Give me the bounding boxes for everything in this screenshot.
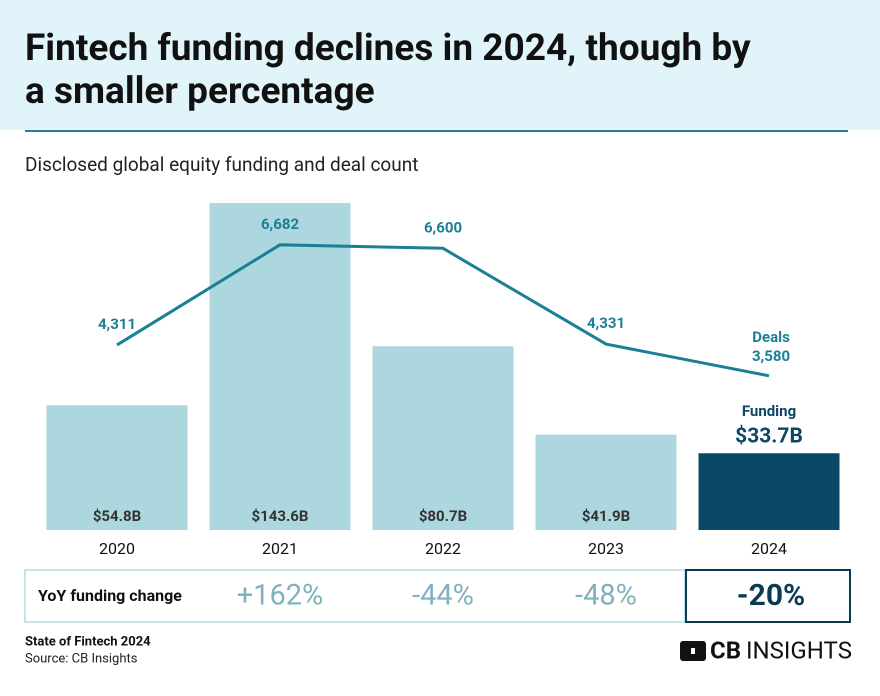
logo-icon-cut <box>691 648 695 654</box>
line-value-label: 6,682 <box>261 215 300 233</box>
bar <box>46 405 188 530</box>
series-name: Funding <box>742 402 796 420</box>
chart-subtitle: Disclosed global equity funding and deal… <box>25 153 418 176</box>
bar-value-label: $80.7B <box>419 507 467 525</box>
logo-rest: INSIGHTS <box>746 636 852 664</box>
logo-bold: CB <box>710 636 741 664</box>
bar <box>209 203 351 530</box>
yoy-label: YoY funding change <box>38 586 182 605</box>
x-tick-label: 2023 <box>588 539 624 558</box>
x-tick-label: 2021 <box>262 539 298 558</box>
bar-value-label: $143.6B <box>252 507 309 525</box>
x-tick-label: 2024 <box>751 539 787 558</box>
line-value-label: 3,580 <box>752 347 790 365</box>
bar-value-label: $33.7B <box>735 425 803 449</box>
line-value-label: 4,331 <box>587 314 625 332</box>
yoy-highlight-box <box>685 569 851 623</box>
series-name: Deals <box>752 328 790 346</box>
yoy-value: -48% <box>575 579 637 613</box>
x-tick-label: 2022 <box>425 539 461 558</box>
yoy-value: +162% <box>237 579 324 613</box>
deals-line <box>116 243 770 378</box>
bar-value-label: $41.9B <box>582 507 630 525</box>
chart-title: a smaller percentage <box>25 70 375 113</box>
chart-title: Fintech funding declines in 2024, though… <box>25 27 751 70</box>
bar <box>372 346 514 530</box>
footer-source: Source: CB Insights <box>25 651 138 666</box>
bar <box>698 453 840 530</box>
logo: CB INSIGHTS <box>680 636 852 664</box>
line-value-label: 4,311 <box>98 315 136 333</box>
header-band <box>0 0 880 130</box>
x-tick-label: 2020 <box>99 539 135 558</box>
bar <box>535 434 677 530</box>
bar-value-label: $54.8B <box>93 507 141 525</box>
yoy-value: -20% <box>737 578 805 613</box>
line-value-label: 6,600 <box>424 218 462 236</box>
yoy-value: -44% <box>412 579 474 613</box>
footer-title: State of Fintech 2024 <box>25 634 151 649</box>
